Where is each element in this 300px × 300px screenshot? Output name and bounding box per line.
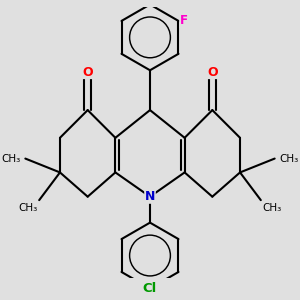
Text: CH₃: CH₃ [18,203,38,213]
Text: O: O [207,65,217,79]
Text: CH₃: CH₃ [262,203,282,213]
Text: F: F [180,14,188,27]
Text: O: O [82,65,93,79]
Text: N: N [145,190,155,203]
Text: Cl: Cl [143,282,157,295]
Text: CH₃: CH₃ [279,154,298,164]
Text: CH₃: CH₃ [2,154,21,164]
